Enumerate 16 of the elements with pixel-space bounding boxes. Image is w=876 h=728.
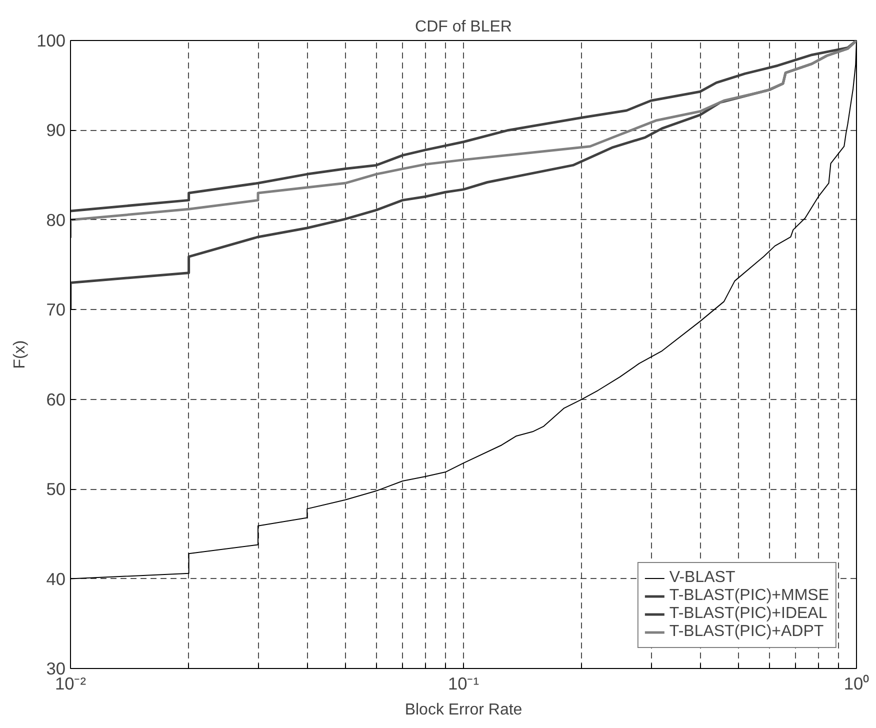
y-tick-label: 50	[46, 479, 66, 500]
y-tick-label: 40	[46, 568, 66, 589]
y-axis-title: F(x)	[12, 340, 29, 369]
y-tick-label: 80	[46, 210, 66, 230]
legend-label: V-BLAST	[669, 569, 736, 587]
y-tick-label: 90	[46, 120, 66, 140]
y-tick-label: 100	[36, 30, 66, 50]
y-tick-label: 60	[46, 389, 66, 410]
x-tick-label: 10⁰	[844, 674, 870, 694]
x-tick-label: 10⁻¹	[448, 674, 480, 694]
legend-label: T-BLAST(PIC)+MMSE	[669, 587, 829, 605]
y-tick-label: 70	[46, 300, 66, 320]
x-axis-title: Block Error Rate	[404, 702, 522, 718]
chart-title: CDF of BLER	[415, 18, 512, 36]
legend-label: T-BLAST(PIC)+ADPT	[669, 623, 824, 641]
legend-label: T-BLAST(PIC)+IDEAL	[669, 605, 828, 623]
